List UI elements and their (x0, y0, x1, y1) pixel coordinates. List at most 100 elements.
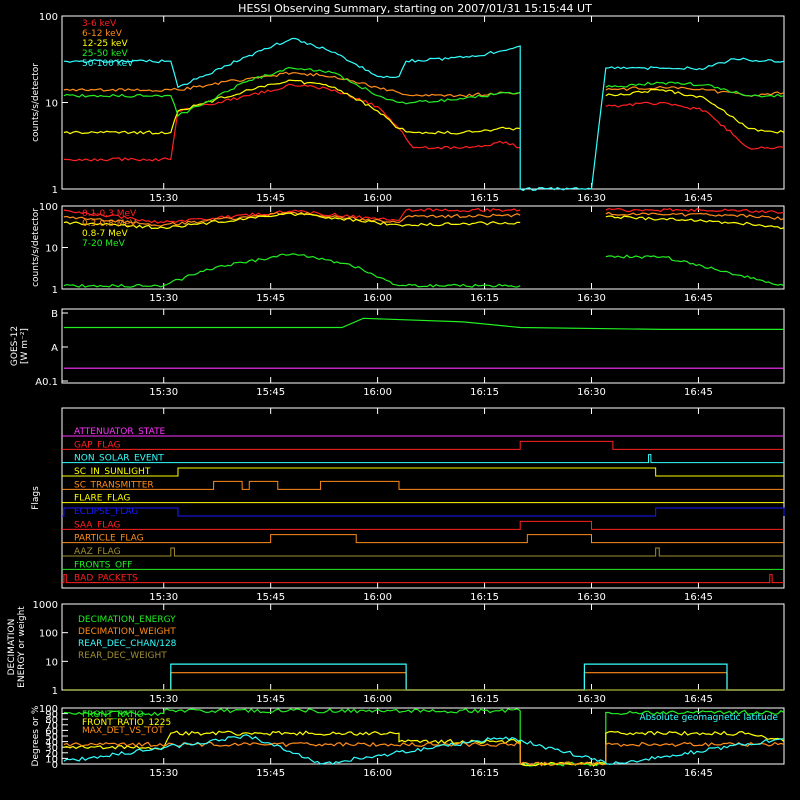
panels: 15:30 15:45 16:00 16:15 16:30 16:45110100coun… (7, 12, 785, 779)
series-line (63, 708, 785, 767)
flag-line (62, 534, 784, 544)
x-tick-label: 15:45 (256, 387, 285, 398)
flag-line (62, 574, 784, 584)
flag-line (62, 467, 784, 477)
series-line (63, 730, 785, 767)
x-tick-label: 15:30 (149, 293, 178, 304)
x-tick-label: 15:45 (256, 592, 285, 603)
x-tick-label: 15:30 (149, 387, 178, 398)
x-tick-label: 15:45 (256, 193, 285, 204)
legend-entry: 12-25 keV (82, 39, 128, 49)
legend-entry: REAR_DEC_CHAN/128 (78, 639, 177, 649)
x-tick-label: 16:45 (684, 768, 713, 779)
legend-entry: 6-12 keV (82, 29, 123, 39)
x-tick-label: 16:00 (363, 694, 392, 705)
x-tick-label: 15:30 (149, 694, 178, 705)
flag-label: ECLIPSE_FLAG (74, 507, 138, 517)
y-tick-label: 1 (52, 285, 58, 296)
legend-entry: DECIMATION_WEIGHT (78, 627, 176, 637)
y-tick-label: B (51, 309, 58, 320)
legend-entry: FRONT_RATIO_1225 (82, 718, 171, 728)
x-tick-label: 16:30 (577, 387, 606, 398)
y-tick-label: 20 (45, 749, 58, 760)
panel-flags: 15:30 15:45 16:00 16:15 16:30 16:45 Flags ATTEN… (31, 407, 785, 603)
flag-label: NON_SOLAR_EVENT (74, 454, 164, 464)
panel-count-rates-high: 15:30 15:45 16:00 16:15 16:30 16:45 1 10 100coun… (31, 202, 785, 304)
flag-label: AAZ_FLAG (74, 547, 121, 557)
flag-label: FLARE_FLAG (74, 494, 130, 504)
y-tick-label: 1 (52, 686, 58, 697)
x-tick-label: 16:15 (470, 293, 499, 304)
x-tick-label: 16:45 (684, 694, 713, 705)
flag-line (62, 547, 784, 557)
x-tick-label: 16:00 (363, 387, 392, 398)
flag-label: SAA_FLAG (74, 520, 120, 530)
y-tick-label: 100 (39, 704, 58, 715)
y-tick-label: 1000 (33, 600, 58, 611)
panel-ratios: 15:30 15:45 16:00 16:15 16:30 16:45 0102030405… (31, 704, 785, 779)
x-tick-label: 16:30 (577, 694, 606, 705)
legend-entry: 0.8-7 MeV (82, 229, 128, 239)
series-line (63, 212, 785, 230)
y-axis-label: [W m⁻²] (20, 328, 30, 364)
x-tick-label: 16:00 (363, 193, 392, 204)
chart-title: HESSI Observing Summary, starting on 200… (238, 2, 592, 15)
x-tick-label: 15:30 (149, 193, 178, 204)
legend-entry: FRONT_RATIO (82, 710, 144, 720)
flag-label: PARTICLE_FLAG (74, 534, 144, 544)
x-tick-label: 16:00 (363, 293, 392, 304)
y-axis-label: Flags (31, 486, 41, 510)
legend-entry: 0.1-0.3 MeV (82, 209, 137, 219)
flag-label: SC_IN_SUNLIGHT (74, 467, 151, 477)
x-tick-label: 16:15 (470, 193, 499, 204)
x-tick-label: 16:30 (577, 768, 606, 779)
x-tick-label: 16:00 (363, 592, 392, 603)
x-tick-label: 16:15 (470, 592, 499, 603)
legend-entry: 50-100 keV (82, 59, 134, 69)
legend-entry: 0.3-0.8 MeV (82, 219, 137, 229)
legend-entry: 25-50 keV (82, 49, 128, 59)
panel-goes: 15:30 15:45 16:00 16:15 16:30 16:45 B A A0.1 GOES… (10, 308, 785, 398)
x-tick-label: 15:45 (256, 768, 285, 779)
y-tick-label: 100 (39, 629, 58, 640)
y-tick-label: 10 (45, 99, 58, 110)
panel-count-rates-low: 15:30 15:45 16:00 16:15 16:30 16:45 1 10 100 coun… (31, 12, 785, 204)
panel-decimation: 15:30 15:45 16:00 16:15 16:30 16:45 1 10 100 1000… (7, 600, 785, 705)
series-line (63, 253, 785, 288)
flag-line (62, 440, 784, 450)
y-tick-label: A0.1 (35, 377, 58, 388)
y-tick-label: 70 (45, 721, 58, 732)
y-tick-label: 10 (45, 244, 58, 255)
x-tick-label: 16:30 (577, 592, 606, 603)
x-tick-label: 15:30 (149, 592, 178, 603)
series-line (63, 83, 785, 162)
flag-label: BAD_PACKETS (74, 574, 138, 584)
flag-label: SC_TRANSMITTER (74, 480, 154, 490)
x-tick-label: 16:45 (684, 193, 713, 204)
x-tick-label: 15:45 (256, 694, 285, 705)
y-tick-label: 10 (45, 754, 58, 765)
y-tick-label: 60 (45, 726, 58, 737)
series-line (63, 37, 785, 192)
y-tick-label: 0 (52, 760, 58, 771)
y-tick-label: 80 (45, 715, 58, 726)
x-tick-label: 16:45 (684, 592, 713, 603)
x-tick-label: 16:45 (684, 387, 713, 398)
y-tick-label: 100 (39, 12, 58, 23)
y-tick-label: 50 (45, 732, 58, 743)
x-tick-label: 15:45 (256, 293, 285, 304)
y-axis-label: DECIMATION (7, 619, 17, 676)
y-axis-label: ENERGY or weight (17, 606, 27, 688)
series-line (63, 734, 785, 765)
y-tick-label: A (51, 343, 58, 354)
y-axis-label: counts/s/detector (31, 208, 41, 287)
panel-frame (61, 407, 785, 589)
y-tick-label: 10 (45, 657, 58, 668)
flag-label: GAP_FLAG (74, 440, 120, 450)
x-tick-label: 16:30 (577, 193, 606, 204)
legend-entry: 7-20 MeV (82, 239, 126, 249)
y-tick-label: 40 (45, 738, 58, 749)
series-line (63, 207, 785, 224)
